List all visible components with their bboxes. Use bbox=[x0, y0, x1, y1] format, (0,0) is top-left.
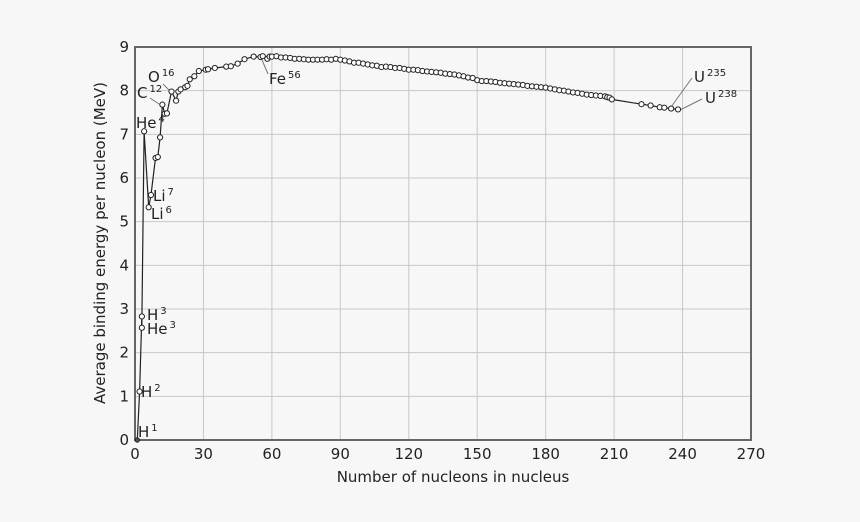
y-tick-label: 3 bbox=[119, 300, 129, 318]
isotope-label-u238: U 238 bbox=[705, 89, 737, 107]
data-point-marker bbox=[141, 128, 148, 135]
x-tick-label: 120 bbox=[394, 445, 423, 463]
data-point-marker bbox=[661, 104, 668, 111]
data-point-marker bbox=[668, 105, 675, 112]
data-point-marker bbox=[250, 53, 257, 60]
annotation-leader-line bbox=[261, 59, 269, 75]
annotation-leader-line bbox=[679, 98, 703, 111]
y-axis-ticks: 0 1 2 3 4 5 6 7 8 9 bbox=[119, 38, 129, 449]
data-point-marker bbox=[186, 76, 193, 83]
data-point-marker bbox=[145, 204, 152, 211]
x-tick-label: 240 bbox=[668, 445, 697, 463]
data-point-marker bbox=[138, 313, 145, 320]
data-point-marker bbox=[163, 110, 171, 117]
x-tick-label: 30 bbox=[194, 445, 213, 463]
x-tick-label: 180 bbox=[531, 445, 560, 463]
y-tick-label: 8 bbox=[119, 82, 129, 100]
grid-lines bbox=[135, 47, 751, 440]
isotope-label-fe56: Fe 56 bbox=[269, 70, 301, 88]
data-point-marker bbox=[156, 134, 164, 141]
data-point-marker bbox=[259, 53, 266, 60]
annotation-leader-line bbox=[670, 77, 693, 108]
data-point-marker bbox=[195, 67, 202, 75]
isotope-label-u235: U 235 bbox=[694, 68, 726, 86]
isotope-label-li6: Li 6 bbox=[151, 205, 172, 223]
x-tick-label: 210 bbox=[600, 445, 629, 463]
plot-frame bbox=[134, 46, 752, 441]
data-point-marker bbox=[608, 96, 615, 103]
data-point-marker bbox=[204, 66, 212, 73]
data-point-marker bbox=[638, 101, 645, 108]
y-tick-label: 4 bbox=[119, 256, 129, 274]
isotope-label-c12: C 12 bbox=[137, 84, 162, 102]
isotope-label-he4: He 4 bbox=[136, 114, 165, 132]
data-point-marker bbox=[134, 437, 140, 443]
y-tick-label: 1 bbox=[119, 387, 129, 405]
y-tick-label: 6 bbox=[119, 169, 129, 187]
isotope-label-he3: He 3 bbox=[147, 320, 176, 338]
annotation-leaders bbox=[149, 59, 703, 111]
data-point-marker bbox=[227, 63, 234, 70]
data-point-marker bbox=[147, 191, 155, 199]
data-point-marker bbox=[168, 88, 175, 95]
annotation-leader-line bbox=[162, 83, 171, 92]
data-point-marker bbox=[191, 73, 198, 80]
x-tick-label: 150 bbox=[463, 445, 492, 463]
data-point-marker bbox=[172, 97, 180, 104]
data-point-marker bbox=[674, 106, 682, 113]
data-point-marker bbox=[184, 82, 191, 89]
data-point-marker bbox=[136, 388, 143, 395]
data-markers bbox=[134, 53, 682, 443]
x-axis-label: Number of nucleons in nucleus bbox=[337, 468, 570, 486]
data-point-marker bbox=[211, 64, 218, 72]
data-point-marker bbox=[138, 324, 145, 331]
x-tick-label: 0 bbox=[130, 445, 140, 463]
y-axis-label: Average binding energy per nucleon (MeV) bbox=[91, 82, 109, 404]
y-tick-label: 7 bbox=[119, 125, 129, 143]
data-point-marker bbox=[234, 60, 241, 67]
isotope-label-o16: O 16 bbox=[148, 68, 175, 86]
y-tick-label: 5 bbox=[119, 213, 129, 231]
y-tick-label: 9 bbox=[119, 38, 129, 56]
isotope-label-li7: Li 7 bbox=[153, 187, 174, 205]
x-tick-label: 90 bbox=[331, 445, 350, 463]
isotope-labels: H 1 H 2 H 3He 3 He 4 Li 7Li 6 C 12O 16 Fe 56 U 235 U 238 bbox=[136, 68, 737, 441]
data-point-marker bbox=[159, 101, 166, 108]
y-tick-label: 0 bbox=[119, 431, 129, 449]
y-tick-label: 2 bbox=[119, 344, 129, 362]
x-tick-label: 270 bbox=[737, 445, 766, 463]
x-tick-label: 60 bbox=[262, 445, 281, 463]
annotation-leader-line bbox=[149, 97, 160, 105]
data-point-marker bbox=[647, 102, 654, 109]
data-point-marker bbox=[154, 153, 161, 161]
x-axis-ticks: 0 30 60 90 120 150 180 210 240 270 bbox=[130, 445, 765, 463]
data-point-marker bbox=[241, 56, 248, 63]
